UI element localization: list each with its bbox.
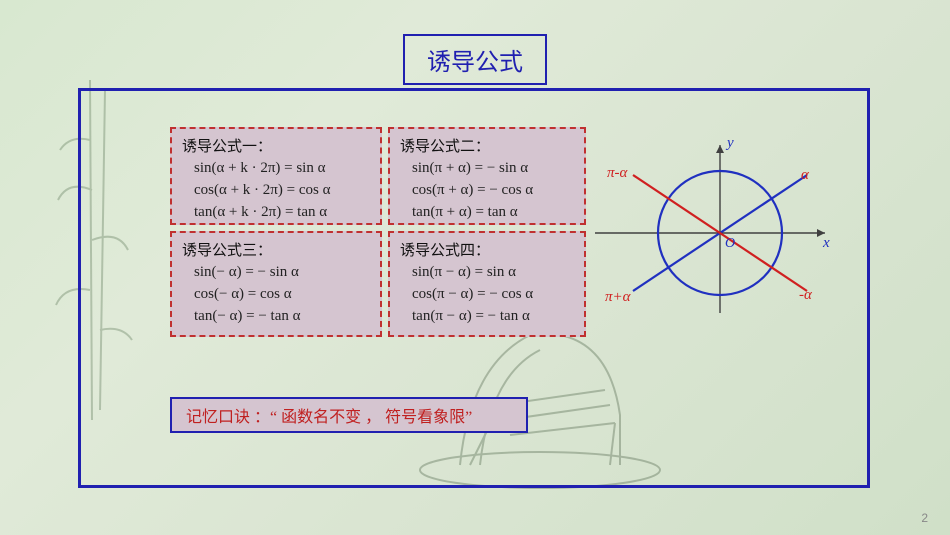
box4-line1: sin(π − α) = sin α xyxy=(400,262,574,284)
box1-line2: cos(α + k · 2π) = cos α xyxy=(182,180,370,202)
box1-line1: sin(α + k · 2π) = sin α xyxy=(182,158,370,180)
label-neg-alpha: -α xyxy=(799,287,813,303)
mnemonic-text: 记忆口诀 ：“ 函数名不变 ， 符号看象限” xyxy=(186,403,472,427)
page-title: 诱导公式 xyxy=(427,42,523,77)
box2-line3: tan(π + α) = tan α xyxy=(400,202,574,224)
formula-box-3: 诱导公式三： sin(− α) = − sin α cos(− α) = cos… xyxy=(170,231,382,337)
box3-line2: cos(− α) = cos α xyxy=(182,284,370,306)
label-x: x xyxy=(822,235,830,251)
label-alpha: α xyxy=(801,167,810,183)
box2-line2: cos(π + α) = − cos α xyxy=(400,180,574,202)
label-O: O xyxy=(725,236,735,251)
title-box: 诱导公式 xyxy=(403,34,547,85)
label-y: y xyxy=(725,135,734,151)
mnemonic-box: 记忆口诀 ：“ 函数名不变 ， 符号看象限” xyxy=(170,397,528,433)
box1-line3: tan(α + k · 2π) = tan α xyxy=(182,202,370,224)
unit-circle-diagram: y x O α -α π-α π+α xyxy=(585,133,835,323)
box4-line2: cos(π − α) = − cos α xyxy=(400,284,574,306)
box4-title: 诱导公式四： xyxy=(400,239,574,260)
label-pi-minus: π-α xyxy=(607,165,629,181)
label-pi-plus: π+α xyxy=(605,289,632,305)
formula-box-1: 诱导公式一： sin(α + k · 2π) = sin α cos(α + k… xyxy=(170,127,382,225)
formula-box-2: 诱导公式二： sin(π + α) = − sin α cos(π + α) =… xyxy=(388,127,586,225)
formula-box-4: 诱导公式四： sin(π − α) = sin α cos(π − α) = −… xyxy=(388,231,586,337)
main-frame: 诱导公式一： sin(α + k · 2π) = sin α cos(α + k… xyxy=(78,88,870,488)
page-number: 2 xyxy=(921,511,928,525)
box3-title: 诱导公式三： xyxy=(182,239,370,260)
box2-line1: sin(π + α) = − sin α xyxy=(400,158,574,180)
box3-line3: tan(− α) = − tan α xyxy=(182,306,370,328)
box4-line3: tan(π − α) = − tan α xyxy=(400,306,574,328)
box1-title: 诱导公式一： xyxy=(182,135,370,156)
box2-title: 诱导公式二： xyxy=(400,135,574,156)
box3-line1: sin(− α) = − sin α xyxy=(182,262,370,284)
